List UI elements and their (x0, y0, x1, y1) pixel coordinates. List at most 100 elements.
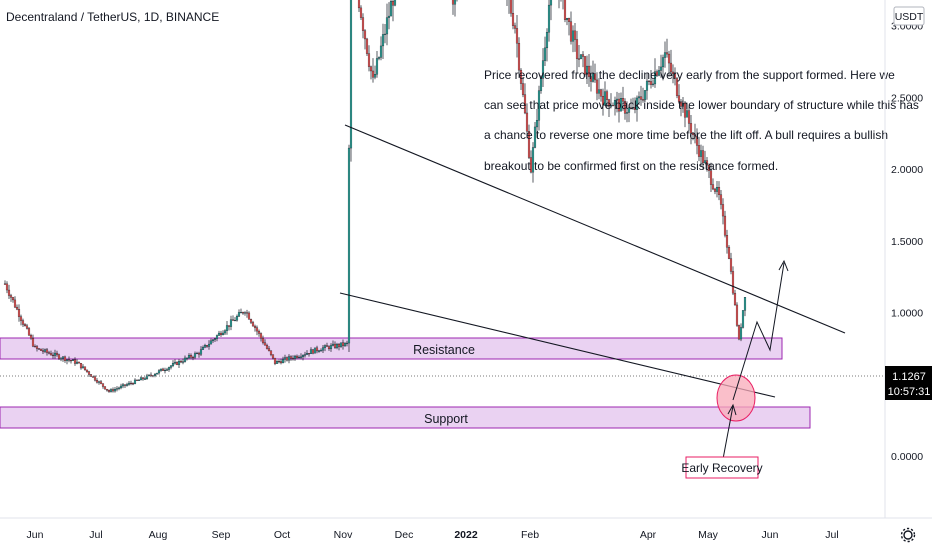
candle-body (103, 386, 107, 390)
candle-body (127, 382, 131, 385)
candle-body (719, 194, 723, 205)
candle-body (631, 107, 635, 109)
candle-body (377, 57, 381, 59)
candle-body (513, 25, 517, 29)
time-axis[interactable]: Jun Jul Aug Sep Oct Nov Dec 2022 Feb Apr May Jun Jul (27, 529, 839, 541)
candle-body (701, 150, 705, 163)
time-tick-label: Jul (825, 529, 838, 541)
candle-body (229, 319, 233, 327)
candle-body (579, 54, 583, 59)
candle-body (589, 76, 593, 82)
candle-body (345, 342, 349, 344)
candle-body (23, 324, 27, 327)
candle-body (11, 297, 15, 301)
candle-body (17, 309, 21, 317)
candle-body (251, 322, 255, 327)
candle-body (715, 187, 719, 192)
settings-gear-icon[interactable] (900, 527, 916, 543)
candle-body (739, 327, 743, 340)
candle-body (67, 359, 71, 361)
candle-body (315, 347, 319, 352)
candle-body (723, 215, 727, 236)
candle-body (381, 34, 385, 47)
projection-path[interactable] (732, 262, 785, 401)
lower-trendline[interactable] (339, 292, 776, 398)
currency-badge-box[interactable] (893, 6, 925, 26)
candle-body (143, 378, 147, 380)
time-tick-label: Nov (334, 529, 353, 541)
candle-body (297, 356, 301, 359)
candle-body (573, 30, 577, 40)
candle-body (371, 70, 375, 78)
candle-body (27, 328, 31, 336)
candle-body (319, 350, 323, 352)
candle-body (625, 112, 629, 114)
candle-body (5, 283, 9, 291)
candle-body (37, 348, 41, 350)
candle-body (59, 358, 63, 360)
candle-body (369, 66, 373, 72)
candle-body (549, 0, 553, 6)
candle-body (511, 13, 515, 26)
candle-body (139, 377, 143, 381)
candle-body (743, 297, 747, 311)
candle-body (15, 306, 19, 310)
candle-body (141, 377, 145, 380)
candle-body (725, 235, 729, 248)
candle-body (707, 164, 711, 171)
candle-body (327, 346, 331, 350)
candle-body (157, 370, 161, 374)
note-line-4: breakout to be confirmed first on the re… (484, 159, 778, 173)
candle-body (597, 89, 601, 94)
candle-body (737, 325, 741, 340)
candle-body (533, 126, 537, 148)
candle-body (309, 349, 313, 354)
candle-body (83, 366, 87, 371)
candle-body (233, 320, 237, 322)
candle-body (729, 258, 733, 272)
candle-body (273, 357, 277, 364)
candle-body (113, 389, 117, 392)
candle-body (75, 361, 79, 364)
candle-body (153, 374, 157, 376)
candle-body (709, 170, 713, 185)
early-recovery-label: Early Recovery (681, 461, 762, 475)
candle-body (595, 79, 599, 94)
candle-body (325, 345, 329, 347)
candle-body (641, 99, 645, 101)
early-recovery-circle[interactable] (716, 374, 756, 422)
candle-body (615, 98, 619, 101)
candle-body (49, 353, 53, 356)
candle-body (627, 107, 631, 113)
candle-body (259, 333, 263, 339)
resistance-zone[interactable] (0, 337, 783, 360)
candle-body (515, 28, 519, 44)
early-recovery-box[interactable] (685, 456, 759, 479)
candle-body (249, 319, 253, 323)
candle-body (331, 343, 335, 346)
candle-body (215, 335, 219, 339)
chart-title: Decentraland / TetherUS, 1D, BINANCE (6, 10, 219, 24)
zones (0, 337, 811, 429)
support-zone[interactable] (0, 406, 811, 429)
candle-body (675, 78, 679, 96)
candle-body (261, 337, 265, 343)
candle-body (679, 101, 683, 107)
time-tick-label: Jul (89, 529, 102, 541)
candle-body (129, 382, 133, 385)
candle-body (681, 103, 685, 107)
candle-body (733, 292, 737, 306)
candle-body (121, 384, 125, 387)
candle-body (611, 105, 615, 107)
candle-body (207, 343, 211, 347)
candle-body (235, 316, 239, 321)
candle-body (509, 0, 513, 14)
time-tick-label: Aug (149, 529, 168, 541)
upper-trendline[interactable] (344, 124, 846, 334)
candle-body (307, 353, 311, 355)
candle-body (453, 0, 457, 5)
candle-body (317, 350, 321, 352)
candle-body (629, 107, 633, 109)
candle-body (221, 332, 225, 336)
